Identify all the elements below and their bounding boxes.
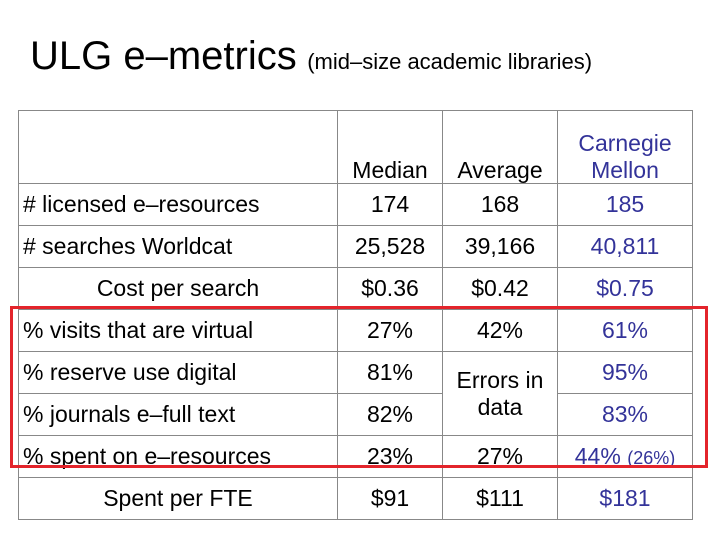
average-value: $111 [442,477,558,520]
median-value: 174 [337,183,443,226]
table-row: # searches Worldcat 25,528 39,166 40,811 [18,225,693,268]
row-label: # licensed e–resources [18,183,338,226]
table-row: % visits that are virtual 27% 42% 61% [18,309,693,352]
median-value: 27% [337,309,443,352]
table-row: % reserve use digital 81% Errors in data… [18,351,693,436]
table-row: Spent per FTE $91 $111 $181 [18,477,693,520]
average-value: 27% [442,435,558,478]
cmu-value: $0.75 [557,267,693,310]
row-label: % spent on e–resources [18,435,338,478]
row-label: # searches Worldcat [18,225,338,268]
table-row: % spent on e–resources 23% 27% 44% (26%) [18,435,693,478]
average-value: 168 [442,183,558,226]
median-value: 81% [337,351,443,394]
title-main: ULG e–metrics [30,34,297,78]
row-label: % visits that are virtual [18,309,338,352]
cmu-value: 40,811 [557,225,693,268]
median-value: $91 [337,477,443,520]
cmu-value: $181 [557,477,693,520]
average-value: $0.42 [442,267,558,310]
table-row: % journals e–full text 82% 83% [18,393,693,436]
median-value: $0.36 [337,267,443,310]
average-errors-note: Errors in data [442,351,558,436]
row-label: Cost per search [18,267,338,310]
cmu-value-with-note: 44% (26%) [557,435,693,478]
table-row: Cost per search $0.36 $0.42 $0.75 [18,267,693,310]
median-value: 23% [337,435,443,478]
metrics-table: Median Average Carnegie Mellon # license… [18,110,693,520]
cmu-value: 185 [557,183,693,226]
median-value: 25,528 [337,225,443,268]
median-value: 82% [337,393,443,436]
slide-title: ULG e–metrics (mid–size academic librari… [30,34,592,79]
row-label: % journals e–full text [18,393,338,436]
title-subtitle: (mid–size academic libraries) [307,49,593,74]
average-value: 42% [442,309,558,352]
header-median: Median [337,110,443,184]
header-blank [18,110,338,184]
cmu-note: (26%) [627,448,676,469]
table-row: # licensed e–resources 174 168 185 [18,183,693,226]
cmu-value: 83% [557,393,693,436]
table-header-row: Median Average Carnegie Mellon [18,110,693,184]
row-label: Spent per FTE [18,477,338,520]
header-average: Average [442,110,558,184]
cmu-value: 95% [557,351,693,394]
cmu-value: 44% [574,443,621,470]
header-carnegie-mellon: Carnegie Mellon [557,110,693,184]
row-label: % reserve use digital [18,351,338,394]
average-value: 39,166 [442,225,558,268]
cmu-value: 61% [557,309,693,352]
